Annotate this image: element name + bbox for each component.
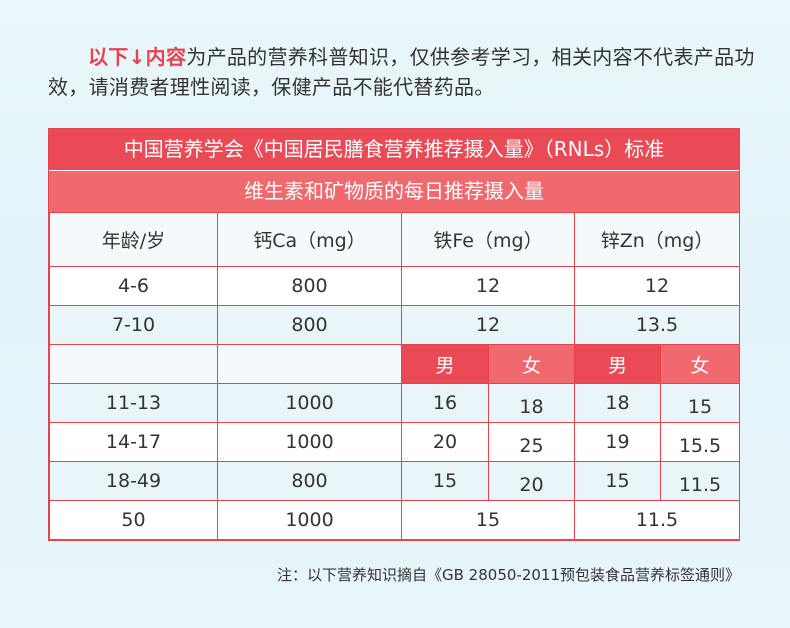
age-cell: 4-6 <box>49 266 218 306</box>
sex-header-row: 男 女 男 女 <box>49 344 741 384</box>
calcium-cell: 800 <box>217 305 402 345</box>
table-row: 4-6 800 12 12 <box>49 266 741 306</box>
header-iron: 铁Fe（mg） <box>401 212 575 267</box>
age-cell: 11-13 <box>49 383 218 423</box>
iron-female-value: 25 <box>519 435 544 457</box>
calcium-cell: 800 <box>217 266 402 306</box>
iron-cell: 12 <box>401 305 575 345</box>
table-row: 50 1000 15 11.5 <box>49 500 741 540</box>
intro-highlight: 以下↓内容 <box>88 45 187 69</box>
zinc-female-cell: 11.5 <box>659 461 741 501</box>
zinc-male-label: 男 <box>574 344 661 384</box>
iron-female-cell: 20 <box>488 461 575 501</box>
calcium-cell: 800 <box>217 461 402 501</box>
iron-female-value: 20 <box>519 474 544 496</box>
blank-cell <box>217 344 402 384</box>
zinc-female-value: 15.5 <box>678 435 722 457</box>
zinc-cell: 12 <box>573 266 741 306</box>
zinc-male-cell: 19 <box>574 422 661 462</box>
intake-grid: 年龄/岁 钙Ca（mg） 铁Fe（mg） 锌Zn（mg） 4-6 800 12 … <box>49 212 741 540</box>
zinc-female-label: 女 <box>659 344 741 384</box>
iron-female-cell: 18 <box>488 383 575 423</box>
calcium-cell: 1000 <box>217 422 402 462</box>
blank-cell <box>49 344 218 384</box>
age-cell: 50 <box>49 500 218 540</box>
intro-paragraph: 以下↓内容为产品的营养科普知识，仅供参考学习，相关内容不代表产品功效，请消费者理… <box>48 42 758 102</box>
source-note: 注：以下营养知识摘自《GB 28050-2011预包装食品营养标签通则》 <box>277 566 740 584</box>
iron-female-label: 女 <box>488 344 575 384</box>
nutrition-table: 中国营养学会《中国居民膳食营养推荐摄入量》（RNLs）标准 维生素和矿物质的每日… <box>48 128 741 541</box>
zinc-cell: 11.5 <box>573 500 741 540</box>
zinc-female-cell: 15 <box>659 383 741 423</box>
zinc-female-value: 11.5 <box>678 474 722 496</box>
iron-male-label: 男 <box>401 344 489 384</box>
age-cell: 7-10 <box>49 305 218 345</box>
header-calcium: 钙Ca（mg） <box>217 212 402 267</box>
iron-female-value: 18 <box>519 396 544 418</box>
iron-female-cell: 25 <box>488 422 575 462</box>
zinc-male-cell: 18 <box>574 383 661 423</box>
zinc-male-cell: 15 <box>574 461 661 501</box>
header-zinc: 锌Zn（mg） <box>573 212 741 267</box>
table-subtitle: 维生素和矿物质的每日推荐摄入量 <box>49 170 739 212</box>
iron-male-cell: 16 <box>401 383 489 423</box>
iron-cell: 15 <box>401 500 575 540</box>
calcium-cell: 1000 <box>217 383 402 423</box>
calcium-cell: 1000 <box>217 500 402 540</box>
iron-male-cell: 20 <box>401 422 489 462</box>
table-title: 中国营养学会《中国居民膳食营养推荐摄入量》（RNLs）标准 <box>49 129 739 170</box>
zinc-cell: 13.5 <box>573 305 741 345</box>
header-age: 年龄/岁 <box>49 212 218 267</box>
zinc-female-cell: 15.5 <box>659 422 741 462</box>
age-cell: 14-17 <box>49 422 218 462</box>
intro-text: 为产品的营养科普知识，仅供参考学习，相关内容不代表产品功效，请消费者理性阅读，保… <box>48 45 755 99</box>
zinc-female-value: 15 <box>687 396 713 418</box>
header-row: 年龄/岁 钙Ca（mg） 铁Fe（mg） 锌Zn（mg） <box>49 212 741 267</box>
table-row: 18-49 800 15 20 15 11.5 <box>49 461 741 501</box>
age-cell: 18-49 <box>49 461 218 501</box>
iron-cell: 12 <box>401 266 575 306</box>
table-row: 7-10 800 12 13.5 <box>49 305 741 345</box>
table-row: 11-13 1000 16 18 18 15 <box>49 383 741 423</box>
iron-male-cell: 15 <box>401 461 489 501</box>
table-row: 14-17 1000 20 25 19 15.5 <box>49 422 741 462</box>
